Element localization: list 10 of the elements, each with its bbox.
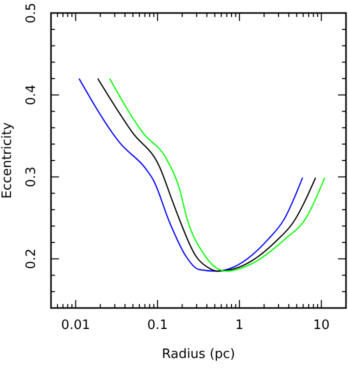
x-tick-label: 0.1 <box>147 318 168 334</box>
x-tick-label: 1 <box>235 318 244 334</box>
x-tick-label: 10 <box>313 318 330 334</box>
x-tick-label: 0.01 <box>61 318 90 334</box>
x-axis-title: Radius (pc) <box>162 347 236 362</box>
y-axis-title: Eccentricity <box>0 122 15 199</box>
y-tick-label: 0.2 <box>24 248 39 270</box>
y-tick-label: 0.3 <box>24 166 39 188</box>
y-tick-label: 0.5 <box>24 2 39 24</box>
y-tick-label: 0.4 <box>24 84 39 106</box>
